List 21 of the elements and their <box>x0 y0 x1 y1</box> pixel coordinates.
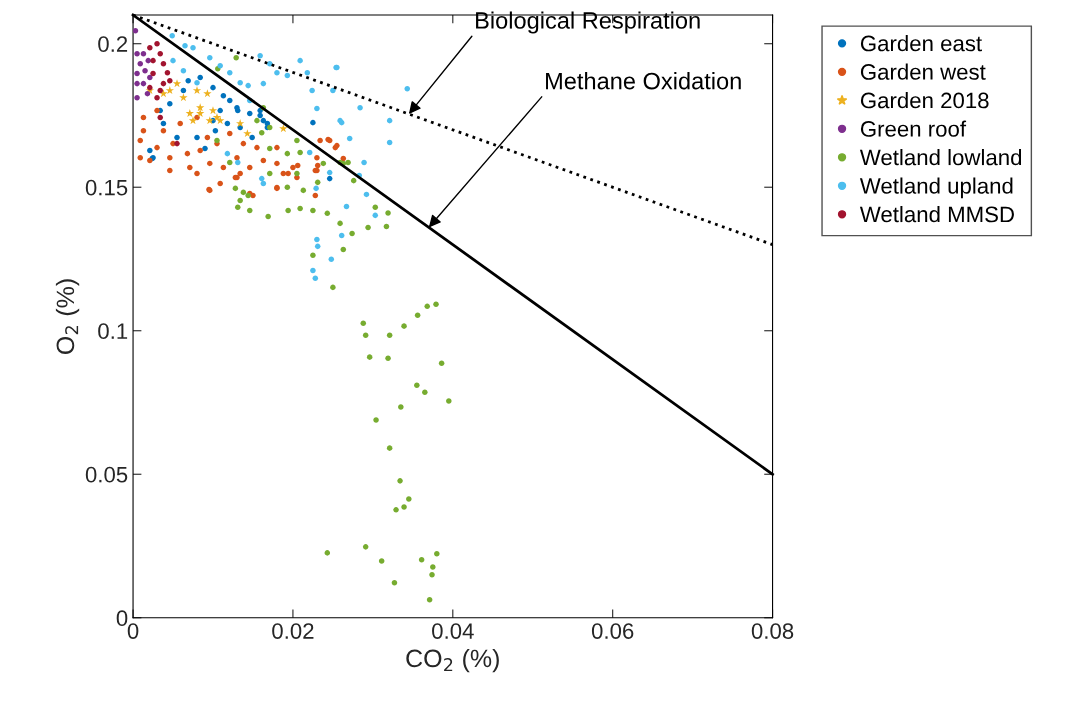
legend-label: Garden 2018 <box>860 92 989 109</box>
y-tick-label: 0.2 <box>98 36 128 52</box>
x-tick-label: 0 <box>127 623 139 639</box>
x-axis-title: CO$_{2}$ (%) <box>406 648 499 673</box>
legend-label: Wetland lowland <box>859 148 1022 166</box>
y-axis-title: O$_{2}$ (%) <box>55 279 80 354</box>
annotation: Methane Oxidation <box>546 72 741 90</box>
y-tick-label: 0.05 <box>85 466 128 483</box>
legend-label: Garden west <box>860 63 986 80</box>
legend-label: Wetland upland <box>859 177 1013 199</box>
x-tick-label: 0.06 <box>591 623 634 639</box>
x-tick-label: 0.02 <box>272 623 314 639</box>
x-tick-label: 0.04 <box>432 623 474 639</box>
legend-label: Green roof <box>860 120 967 137</box>
y-tick-label: 0.15 <box>85 179 128 196</box>
y-tick-label: 0 <box>116 610 128 627</box>
legend-label: Wetland MMSD <box>859 205 1014 223</box>
legend-label: Garden east <box>860 35 982 52</box>
y-tick-label: 0.1 <box>98 323 128 340</box>
annotation: Biological Respiration <box>476 11 700 34</box>
x-tick-label: 0.08 <box>751 623 794 639</box>
